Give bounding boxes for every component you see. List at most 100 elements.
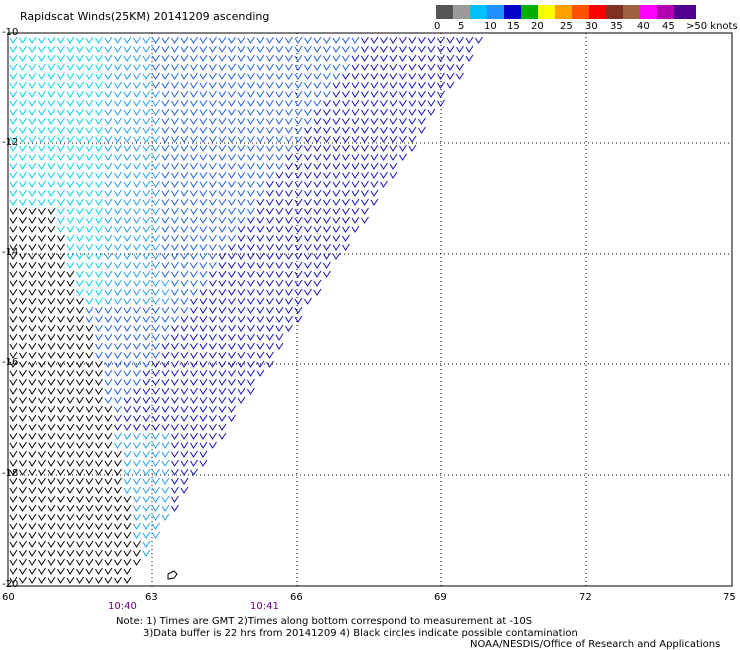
wind-barb <box>142 54 151 62</box>
wind-barb <box>66 117 75 125</box>
wind-barb <box>76 180 84 188</box>
wind-barb <box>104 531 113 539</box>
wind-barb <box>114 270 122 278</box>
wind-barb <box>190 333 198 341</box>
wind-barb <box>323 207 331 215</box>
wind-barb <box>19 306 27 314</box>
wind-barb <box>237 315 246 323</box>
wind-barb <box>76 324 84 332</box>
wind-barb <box>114 279 122 287</box>
wind-barb <box>256 270 265 278</box>
wind-barb <box>28 261 37 269</box>
wind-barb <box>9 126 18 134</box>
wind-barb <box>171 342 179 350</box>
wind-barb <box>95 423 103 431</box>
wind-barb <box>142 45 151 53</box>
wind-barb <box>95 135 103 143</box>
wind-barb <box>85 405 94 413</box>
wind-barb <box>66 54 75 62</box>
wind-barb <box>38 279 46 287</box>
wind-barb <box>332 72 341 80</box>
wind-barb <box>313 36 322 44</box>
legend-label: 20 <box>531 21 544 32</box>
wind-barb <box>199 117 208 125</box>
wind-barb <box>228 63 236 71</box>
wind-barb <box>47 414 56 422</box>
wind-barb <box>161 261 170 269</box>
wind-barb <box>323 225 331 233</box>
wind-barb <box>228 135 236 143</box>
wind-barb <box>313 234 322 242</box>
wind-barb <box>171 90 179 98</box>
wind-barb <box>114 225 122 233</box>
wind-barb <box>332 180 341 188</box>
wind-barb <box>114 576 122 584</box>
wind-barb <box>228 153 236 161</box>
wind-barb <box>180 315 189 323</box>
wind-barb <box>133 180 141 188</box>
wind-barb <box>152 198 160 206</box>
wind-barb <box>28 243 37 251</box>
wind-barb <box>228 180 236 188</box>
wind-barb <box>323 198 331 206</box>
wind-barb <box>114 513 122 521</box>
wind-barb <box>190 369 198 377</box>
wind-barb <box>28 414 37 422</box>
wind-barb <box>28 288 37 296</box>
wind-barb <box>266 315 274 323</box>
wind-barb <box>266 306 274 314</box>
wind-barb <box>9 432 18 440</box>
wind-barb <box>389 162 398 170</box>
wind-barb <box>133 513 141 521</box>
wind-barb <box>342 144 350 152</box>
wind-barb <box>237 342 246 350</box>
wind-barb <box>180 162 189 170</box>
wind-barb <box>228 369 236 377</box>
wind-barb <box>47 216 56 224</box>
wind-barb <box>199 189 208 197</box>
wind-barb <box>199 45 208 53</box>
wind-barb <box>142 396 151 404</box>
wind-barb <box>85 81 94 89</box>
wind-barb <box>57 387 65 395</box>
wind-barb <box>114 234 122 242</box>
wind-barb <box>66 450 75 458</box>
wind-barb <box>152 171 160 179</box>
wind-barb <box>19 99 27 107</box>
wind-barb <box>370 45 379 53</box>
wind-barb <box>28 81 37 89</box>
wind-barb <box>47 378 56 386</box>
wind-barb <box>209 324 217 332</box>
wind-barb <box>351 81 360 89</box>
wind-barb <box>38 171 46 179</box>
wind-barb <box>427 99 436 107</box>
wind-barb <box>342 81 350 89</box>
wind-barb <box>294 144 303 152</box>
wind-barb <box>142 513 151 521</box>
wind-barb <box>123 279 132 287</box>
wind-barb <box>209 441 217 449</box>
wind-barb <box>133 162 141 170</box>
wind-barb <box>123 45 132 53</box>
wind-barb <box>351 36 360 44</box>
wind-barb <box>294 261 303 269</box>
wind-barb <box>275 270 284 278</box>
wind-barb <box>323 162 331 170</box>
wind-barb <box>266 270 274 278</box>
wind-barb <box>47 405 56 413</box>
wind-barb <box>9 36 18 44</box>
wind-barb <box>57 90 65 98</box>
wind-barb <box>123 423 132 431</box>
wind-barb <box>171 450 179 458</box>
wind-barb <box>76 531 84 539</box>
wind-barb <box>209 306 217 314</box>
wind-barb <box>95 405 103 413</box>
wind-barb <box>180 180 189 188</box>
wind-barb <box>114 432 122 440</box>
wind-barb <box>380 144 388 152</box>
wind-barb <box>228 162 236 170</box>
wind-barb <box>237 333 246 341</box>
legend-label: >50 knots <box>686 21 738 32</box>
wind-barb <box>47 54 56 62</box>
wind-barb <box>218 360 227 368</box>
